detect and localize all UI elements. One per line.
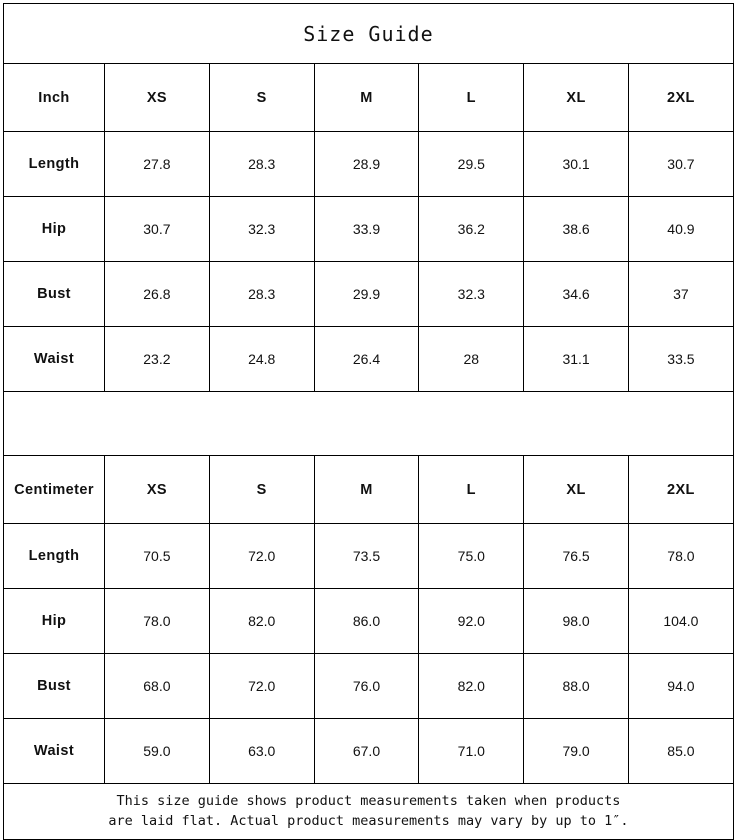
cell-cm-length-xl: 76.5 [523, 523, 629, 589]
cell-cm-bust-m: 76.0 [313, 653, 420, 719]
row-label-bust-inch: Bust [3, 261, 105, 327]
row-label-hip-cm: Hip [3, 588, 105, 654]
cell-cm-hip-s: 82.0 [208, 588, 315, 654]
cell-inch-waist-s: 24.8 [208, 326, 315, 392]
cell-cm-hip-m: 86.0 [313, 588, 420, 654]
cell-cm-length-m: 73.5 [313, 523, 420, 589]
cell-cm-waist-xs: 59.0 [104, 718, 210, 784]
table-row: Hip 78.0 82.0 86.0 92.0 98.0 104.0 [3, 588, 734, 654]
cell-inch-bust-xs: 26.8 [104, 261, 210, 327]
cell-cm-waist-l: 71.0 [418, 718, 525, 784]
cell-inch-bust-m: 29.9 [313, 261, 420, 327]
row-label-hip-inch: Hip [3, 196, 105, 262]
table-row: Waist 23.2 24.8 26.4 28 31.1 33.5 [3, 326, 734, 392]
cell-inch-waist-l: 28 [418, 326, 525, 392]
cell-inch-length-l: 29.5 [418, 131, 525, 197]
cell-inch-bust-2xl: 37 [627, 261, 734, 327]
column-header-cm-m: M [313, 455, 420, 524]
note-row: This size guide shows product measuremen… [3, 783, 734, 840]
table-row: Hip 30.7 32.3 33.9 36.2 38.6 40.9 [3, 196, 734, 262]
cell-inch-bust-s: 28.3 [208, 261, 315, 327]
column-header-cm-l: L [418, 455, 525, 524]
cell-inch-length-2xl: 30.7 [627, 131, 734, 197]
table-row: Waist 59.0 63.0 67.0 71.0 79.0 85.0 [3, 718, 734, 784]
column-header-2xl: 2XL [627, 63, 734, 132]
row-label-bust-cm: Bust [3, 653, 105, 719]
column-header-s: S [208, 63, 315, 132]
cell-inch-bust-l: 32.3 [418, 261, 525, 327]
size-guide-note: This size guide shows product measuremen… [3, 783, 734, 840]
row-label-waist-inch: Waist [3, 326, 105, 392]
cell-cm-hip-xs: 78.0 [104, 588, 210, 654]
cell-cm-length-s: 72.0 [208, 523, 315, 589]
cell-cm-hip-xl: 98.0 [523, 588, 629, 654]
cell-cm-bust-2xl: 94.0 [627, 653, 734, 719]
cell-cm-hip-l: 92.0 [418, 588, 525, 654]
spacer-cell [3, 391, 734, 456]
cell-cm-bust-xl: 88.0 [523, 653, 629, 719]
cell-cm-waist-2xl: 85.0 [627, 718, 734, 784]
cell-inch-waist-2xl: 33.5 [627, 326, 734, 392]
cell-inch-length-m: 28.9 [313, 131, 420, 197]
cell-inch-waist-xs: 23.2 [104, 326, 210, 392]
row-label-length-inch: Length [3, 131, 105, 197]
unit-label-centimeter: Centimeter [3, 455, 105, 524]
table-row: Length 27.8 28.3 28.9 29.5 30.1 30.7 [3, 131, 734, 197]
cell-cm-waist-m: 67.0 [313, 718, 420, 784]
cell-inch-length-s: 28.3 [208, 131, 315, 197]
title-row: Size Guide [3, 3, 734, 64]
cell-inch-waist-xl: 31.1 [523, 326, 629, 392]
unit-label-inch: Inch [3, 63, 105, 132]
column-header-xs: XS [104, 63, 210, 132]
cell-inch-waist-m: 26.4 [313, 326, 420, 392]
cell-inch-hip-m: 33.9 [313, 196, 420, 262]
row-label-waist-cm: Waist [3, 718, 105, 784]
cell-cm-length-l: 75.0 [418, 523, 525, 589]
cell-cm-hip-2xl: 104.0 [627, 588, 734, 654]
cell-cm-bust-xs: 68.0 [104, 653, 210, 719]
cell-inch-hip-2xl: 40.9 [627, 196, 734, 262]
cell-cm-bust-l: 82.0 [418, 653, 525, 719]
column-header-cm-xs: XS [104, 455, 210, 524]
size-guide-body: Size Guide Inch XS S M L XL 2XL Length 2… [3, 3, 734, 840]
size-guide-page: Size Guide Inch XS S M L XL 2XL Length 2… [3, 3, 734, 840]
table-spacer-row [3, 391, 734, 456]
table-row: Length 70.5 72.0 73.5 75.0 76.5 78.0 [3, 523, 734, 589]
cell-inch-hip-xs: 30.7 [104, 196, 210, 262]
table-row: Bust 26.8 28.3 29.9 32.3 34.6 37 [3, 261, 734, 327]
column-header-cm-xl: XL [523, 455, 629, 524]
note-line-2: are laid flat. Actual product measuremen… [108, 812, 629, 829]
column-header-cm-s: S [208, 455, 315, 524]
cell-cm-waist-s: 63.0 [208, 718, 315, 784]
cell-cm-waist-xl: 79.0 [523, 718, 629, 784]
column-header-xl: XL [523, 63, 629, 132]
cell-cm-length-xs: 70.5 [104, 523, 210, 589]
cell-inch-hip-l: 36.2 [418, 196, 525, 262]
cell-inch-bust-xl: 34.6 [523, 261, 629, 327]
cell-inch-hip-s: 32.3 [208, 196, 315, 262]
table-row: Bust 68.0 72.0 76.0 82.0 88.0 94.0 [3, 653, 734, 719]
inch-header-row: Inch XS S M L XL 2XL [3, 63, 734, 132]
page-title: Size Guide [3, 3, 734, 64]
cell-cm-length-2xl: 78.0 [627, 523, 734, 589]
centimeter-header-row: Centimeter XS S M L XL 2XL [3, 455, 734, 524]
cell-inch-length-xs: 27.8 [104, 131, 210, 197]
row-label-length-cm: Length [3, 523, 105, 589]
column-header-l: L [418, 63, 525, 132]
column-header-m: M [313, 63, 420, 132]
column-header-cm-2xl: 2XL [627, 455, 734, 524]
note-line-1: This size guide shows product measuremen… [116, 792, 621, 809]
size-guide-table: Size Guide Inch XS S M L XL 2XL Length 2… [3, 3, 734, 840]
cell-inch-length-xl: 30.1 [523, 131, 629, 197]
cell-inch-hip-xl: 38.6 [523, 196, 629, 262]
cell-cm-bust-s: 72.0 [208, 653, 315, 719]
